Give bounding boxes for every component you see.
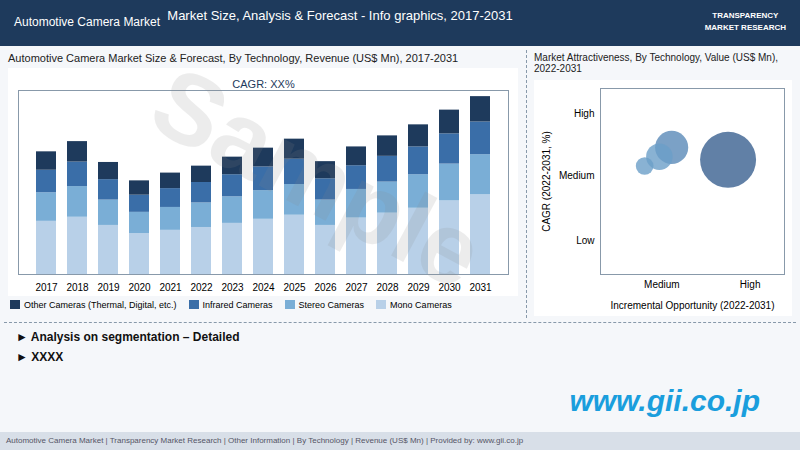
svg-text:2028: 2028 (376, 282, 399, 293)
svg-text:2026: 2026 (314, 282, 337, 293)
svg-text:2024: 2024 (252, 282, 275, 293)
svg-text:2020: 2020 (128, 282, 151, 293)
svg-text:2025: 2025 (283, 282, 306, 293)
svg-text:Medium: Medium (559, 170, 595, 181)
svg-text:2031: 2031 (469, 282, 492, 293)
svg-text:CAGR (2022-2031, %): CAGR (2022-2031, %) (541, 131, 552, 232)
svg-text:2019: 2019 (97, 282, 120, 293)
svg-text:2023: 2023 (221, 282, 244, 293)
svg-text:2018: 2018 (66, 282, 89, 293)
svg-text:2022: 2022 (190, 282, 213, 293)
svg-text:2017: 2017 (35, 282, 58, 293)
svg-text:CAGR: XX%: CAGR: XX% (232, 78, 295, 90)
svg-text:2021: 2021 (159, 282, 182, 293)
svg-text:Incremental Opportunity (2022-: Incremental Opportunity (2022-2031) (611, 300, 775, 311)
svg-text:Medium: Medium (644, 279, 680, 290)
svg-text:High: High (574, 108, 595, 119)
svg-text:2029: 2029 (407, 282, 430, 293)
svg-text:2027: 2027 (345, 282, 368, 293)
svg-text:Low: Low (576, 235, 595, 246)
svg-text:High: High (740, 279, 761, 290)
svg-text:2030: 2030 (438, 282, 461, 293)
